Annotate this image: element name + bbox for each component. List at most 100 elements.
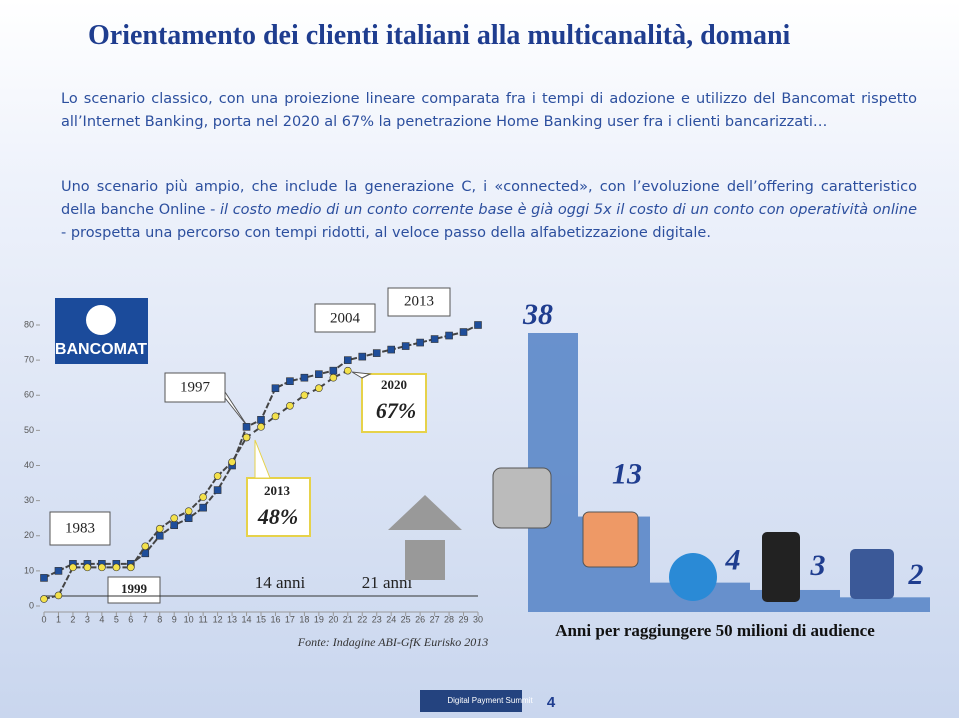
point [155,531,164,540]
x-tick-label: 1 [56,614,61,624]
radio-icon [492,467,552,529]
point [199,493,207,501]
facebook-icon [850,549,894,599]
y-tick-label: 40 [24,460,34,470]
point [141,542,150,551]
bar-caption: Anni per raggiungere 50 milioni di audie… [555,621,875,640]
source: Fonte: Indagine ABI-GfK Eurisko 2013 [297,635,488,649]
point [213,486,222,494]
x-tick-label: 21 [343,614,353,624]
value-label: 2 [908,558,924,591]
point [343,356,352,364]
paragraph: Lo scenario classico, con una proiezione… [61,91,917,130]
x-tick-label: 28 [444,614,454,624]
point [54,591,63,600]
callout-label: 2013 [404,293,434,309]
italic-text: il costo medio di un conto corrente base… [220,202,918,218]
point [40,595,48,603]
point [387,345,396,354]
value-label: 3 [810,549,826,582]
point [213,472,222,480]
x-tick-label: 15 [256,614,266,624]
tv-icon [582,511,639,568]
point [286,377,294,386]
paragraph: Uno scenario più ampio, che include la g… [61,176,917,245]
x-tick-label: 7 [143,614,148,624]
point [242,423,251,431]
x-tick-label: 8 [157,614,162,624]
x-tick-label: 26 [415,614,425,624]
callout-value: 67% [376,398,416,423]
point [300,373,309,382]
x-tick-label: 22 [357,614,367,624]
x-tick-label: 3 [85,614,90,624]
point [170,514,178,522]
point [372,349,381,357]
x-tick-label: 17 [285,614,295,624]
x-tick-label: 12 [213,614,223,624]
point [401,342,410,350]
point [98,563,106,572]
point [300,391,309,400]
point [271,384,280,393]
value-label: 4 [725,544,741,577]
point [112,563,121,572]
point [242,433,251,442]
x-tick-label: 5 [114,614,119,624]
point [430,335,439,343]
x-tick-label: 19 [314,614,324,624]
point [445,331,453,340]
y-tick-label: 50 [24,425,34,435]
text: Uno scenario più ampio, che include la g… [61,179,917,218]
point [69,563,77,572]
y-tick-label: 30 [24,495,34,505]
x-tick-label: 30 [473,614,483,624]
point [228,458,236,466]
point [40,574,48,582]
page-number: 4 [547,694,556,711]
x-tick-label: 27 [430,614,440,624]
duration-label: 21 anni [362,573,413,592]
point [155,524,164,533]
logo-text: BANCOMAT [55,341,147,358]
y-tick-label: 80 [24,319,34,329]
y-tick-label: 60 [24,390,34,400]
point [474,321,482,329]
x-tick-label: 6 [128,614,133,624]
value-label: 13 [612,457,642,490]
point [54,567,63,575]
callout-label: 2013 [264,483,291,498]
x-tick-label: 10 [184,614,194,624]
callout-label: 1997 [180,379,211,395]
ipod-icon [762,532,800,602]
point [170,521,178,530]
point [315,370,323,378]
x-tick-label: 16 [270,614,280,624]
x-tick-label: 18 [299,614,309,624]
duration-label: 14 anni [255,573,306,592]
callout-label: 2020 [381,377,407,392]
callout-value: 48% [257,504,298,529]
x-tick-label: 29 [459,614,469,624]
bank-icon [388,495,462,580]
x-tick-label: 23 [372,614,382,624]
bar [840,597,930,612]
point [358,352,367,361]
logo-icon [86,305,116,335]
point [329,373,338,382]
x-tick-label: 0 [41,614,46,624]
point [315,384,323,393]
x-tick-label: 11 [198,614,207,624]
point [83,563,92,572]
x-tick-label: 25 [401,614,411,624]
x-tick-label: 14 [242,614,252,624]
x-tick-label: 4 [99,614,104,624]
point [184,514,193,522]
point [271,412,280,421]
x-tick-label: 13 [227,614,237,624]
footer-logo-text: Digital Payment Summit [447,696,533,705]
y-tick-label: 0 [29,600,34,610]
y-tick-label: 10 [24,565,34,575]
